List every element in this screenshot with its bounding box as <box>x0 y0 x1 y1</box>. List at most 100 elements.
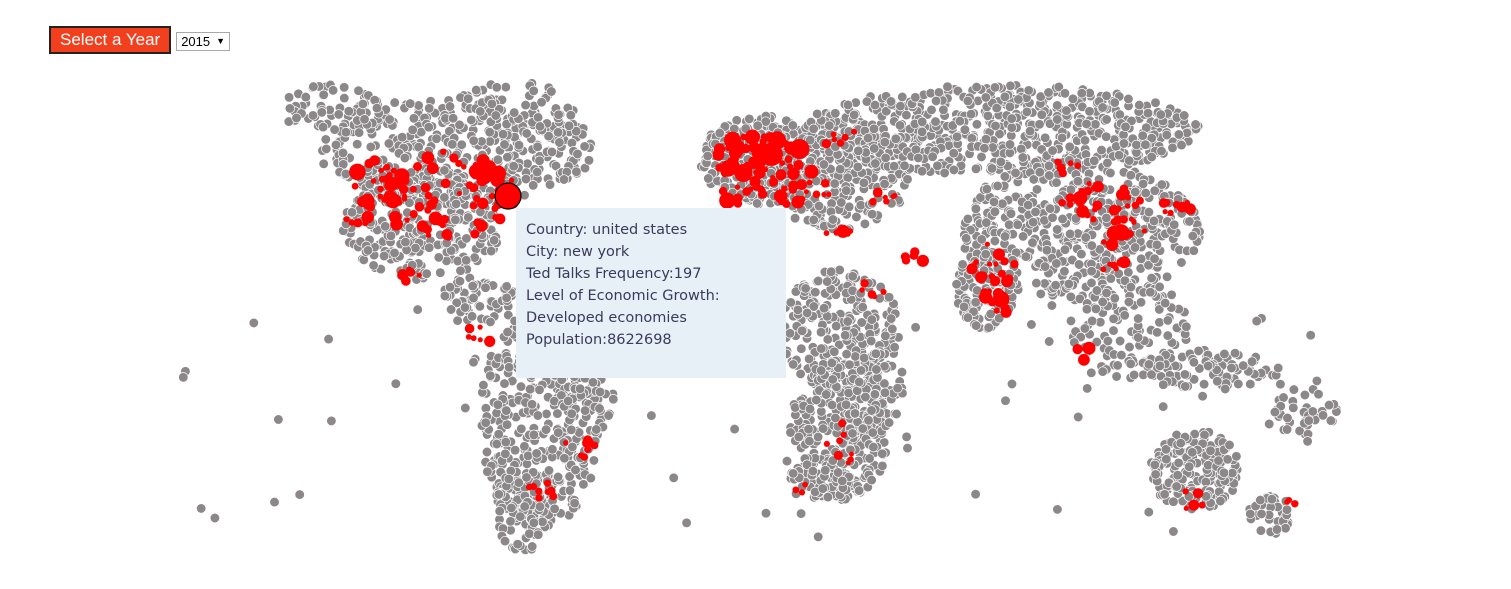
city-dot[interactable] <box>868 441 879 453</box>
ted-city-dot[interactable] <box>544 488 551 495</box>
city-dot[interactable] <box>1218 467 1230 478</box>
city-dot[interactable] <box>867 209 878 220</box>
city-dot[interactable] <box>1023 85 1034 96</box>
ted-city-dot[interactable] <box>1162 209 1168 215</box>
city-dot[interactable] <box>454 276 466 287</box>
ted-city-dot[interactable] <box>1074 162 1082 170</box>
ted-city-dot[interactable] <box>784 155 793 164</box>
city-dot[interactable] <box>980 134 992 145</box>
city-dot[interactable] <box>467 280 478 292</box>
city-dot[interactable] <box>1052 504 1063 515</box>
city-dot[interactable] <box>855 365 867 376</box>
city-dot[interactable] <box>339 82 350 93</box>
city-dot[interactable] <box>316 107 327 118</box>
city-dot[interactable] <box>849 408 861 419</box>
ted-city-dot[interactable] <box>986 288 992 294</box>
city-dot[interactable] <box>981 217 992 228</box>
city-dot[interactable] <box>827 214 839 225</box>
city-dot[interactable] <box>399 152 411 164</box>
city-dot[interactable] <box>948 148 959 159</box>
ted-city-dot[interactable] <box>713 143 726 155</box>
city-dot[interactable] <box>1102 335 1114 347</box>
city-dot[interactable] <box>196 503 207 514</box>
city-dot[interactable] <box>1076 248 1087 260</box>
city-dot[interactable] <box>1021 106 1033 118</box>
city-dot[interactable] <box>481 446 493 458</box>
ted-city-dot[interactable] <box>973 259 979 266</box>
ted-city-dot[interactable] <box>494 213 506 225</box>
ted-city-dot[interactable] <box>789 139 810 159</box>
city-dot[interactable] <box>1188 245 1199 256</box>
city-dot[interactable] <box>1146 272 1157 284</box>
city-dot[interactable] <box>744 113 755 125</box>
city-dot[interactable] <box>1222 454 1233 465</box>
city-dot[interactable] <box>981 183 993 195</box>
city-dot[interactable] <box>842 172 853 183</box>
city-dot[interactable] <box>1251 315 1262 327</box>
city-dot[interactable] <box>1150 97 1161 108</box>
city-dot[interactable] <box>1043 87 1054 98</box>
ted-city-dot[interactable] <box>426 162 439 175</box>
city-dot[interactable] <box>939 167 950 179</box>
city-dot[interactable] <box>579 141 590 152</box>
city-dot[interactable] <box>1113 150 1125 161</box>
city-dot[interactable] <box>541 408 552 420</box>
ted-city-dot[interactable] <box>464 323 475 334</box>
ted-city-dot[interactable] <box>792 486 800 494</box>
ted-city-dot[interactable] <box>1082 341 1096 355</box>
city-dot[interactable] <box>554 137 565 148</box>
city-dot[interactable] <box>1091 285 1103 296</box>
city-dot[interactable] <box>400 236 411 248</box>
ted-city-dot[interactable] <box>1000 306 1012 318</box>
city-dot[interactable] <box>842 99 854 111</box>
city-dot[interactable] <box>1245 378 1256 390</box>
city-dot[interactable] <box>1119 310 1130 321</box>
city-dot[interactable] <box>930 95 942 107</box>
ted-city-dot[interactable] <box>771 154 782 164</box>
ted-city-dot[interactable] <box>390 167 397 174</box>
ted-city-dot[interactable] <box>1141 228 1147 234</box>
city-dot[interactable] <box>318 89 329 100</box>
city-dot[interactable] <box>1269 406 1281 418</box>
city-dot[interactable] <box>958 301 970 312</box>
city-dot[interactable] <box>528 517 540 528</box>
ted-city-dot[interactable] <box>788 180 799 191</box>
city-dot[interactable] <box>902 442 913 454</box>
city-dot[interactable] <box>971 119 983 130</box>
ted-city-dot[interactable] <box>736 150 742 156</box>
city-dot[interactable] <box>1010 167 1021 179</box>
ted-city-dot[interactable] <box>456 191 462 196</box>
city-dot[interactable] <box>868 123 880 134</box>
city-dot[interactable] <box>835 164 846 175</box>
city-dot[interactable] <box>385 230 397 241</box>
city-dot[interactable] <box>1255 525 1267 536</box>
city-dot[interactable] <box>327 85 339 96</box>
city-dot[interactable] <box>703 173 714 184</box>
city-dot[interactable] <box>485 370 496 381</box>
city-dot[interactable] <box>407 124 418 135</box>
city-dot[interactable] <box>1158 401 1169 412</box>
city-dot[interactable] <box>1273 362 1284 374</box>
city-dot[interactable] <box>308 81 319 92</box>
ted-city-dot[interactable] <box>833 450 844 460</box>
city-dot[interactable] <box>970 297 981 308</box>
city-dot[interactable] <box>1125 281 1137 293</box>
city-dot[interactable] <box>1173 457 1184 469</box>
city-dot[interactable] <box>486 245 497 257</box>
city-dot[interactable] <box>320 134 331 145</box>
city-dot[interactable] <box>323 333 334 345</box>
city-dot[interactable] <box>796 325 808 336</box>
ted-city-dot[interactable] <box>469 202 478 210</box>
ted-city-dot[interactable] <box>988 273 996 280</box>
city-dot[interactable] <box>826 399 838 411</box>
city-dot[interactable] <box>608 394 619 405</box>
city-dot[interactable] <box>1299 389 1311 401</box>
city-dot[interactable] <box>1255 494 1266 506</box>
ted-city-dot[interactable] <box>535 487 543 495</box>
city-dot[interactable] <box>1076 88 1087 99</box>
city-dot[interactable] <box>1114 109 1125 120</box>
city-dot[interactable] <box>1035 288 1046 300</box>
city-dot[interactable] <box>1313 389 1324 400</box>
city-dot[interactable] <box>318 158 329 169</box>
city-dot[interactable] <box>248 317 259 329</box>
